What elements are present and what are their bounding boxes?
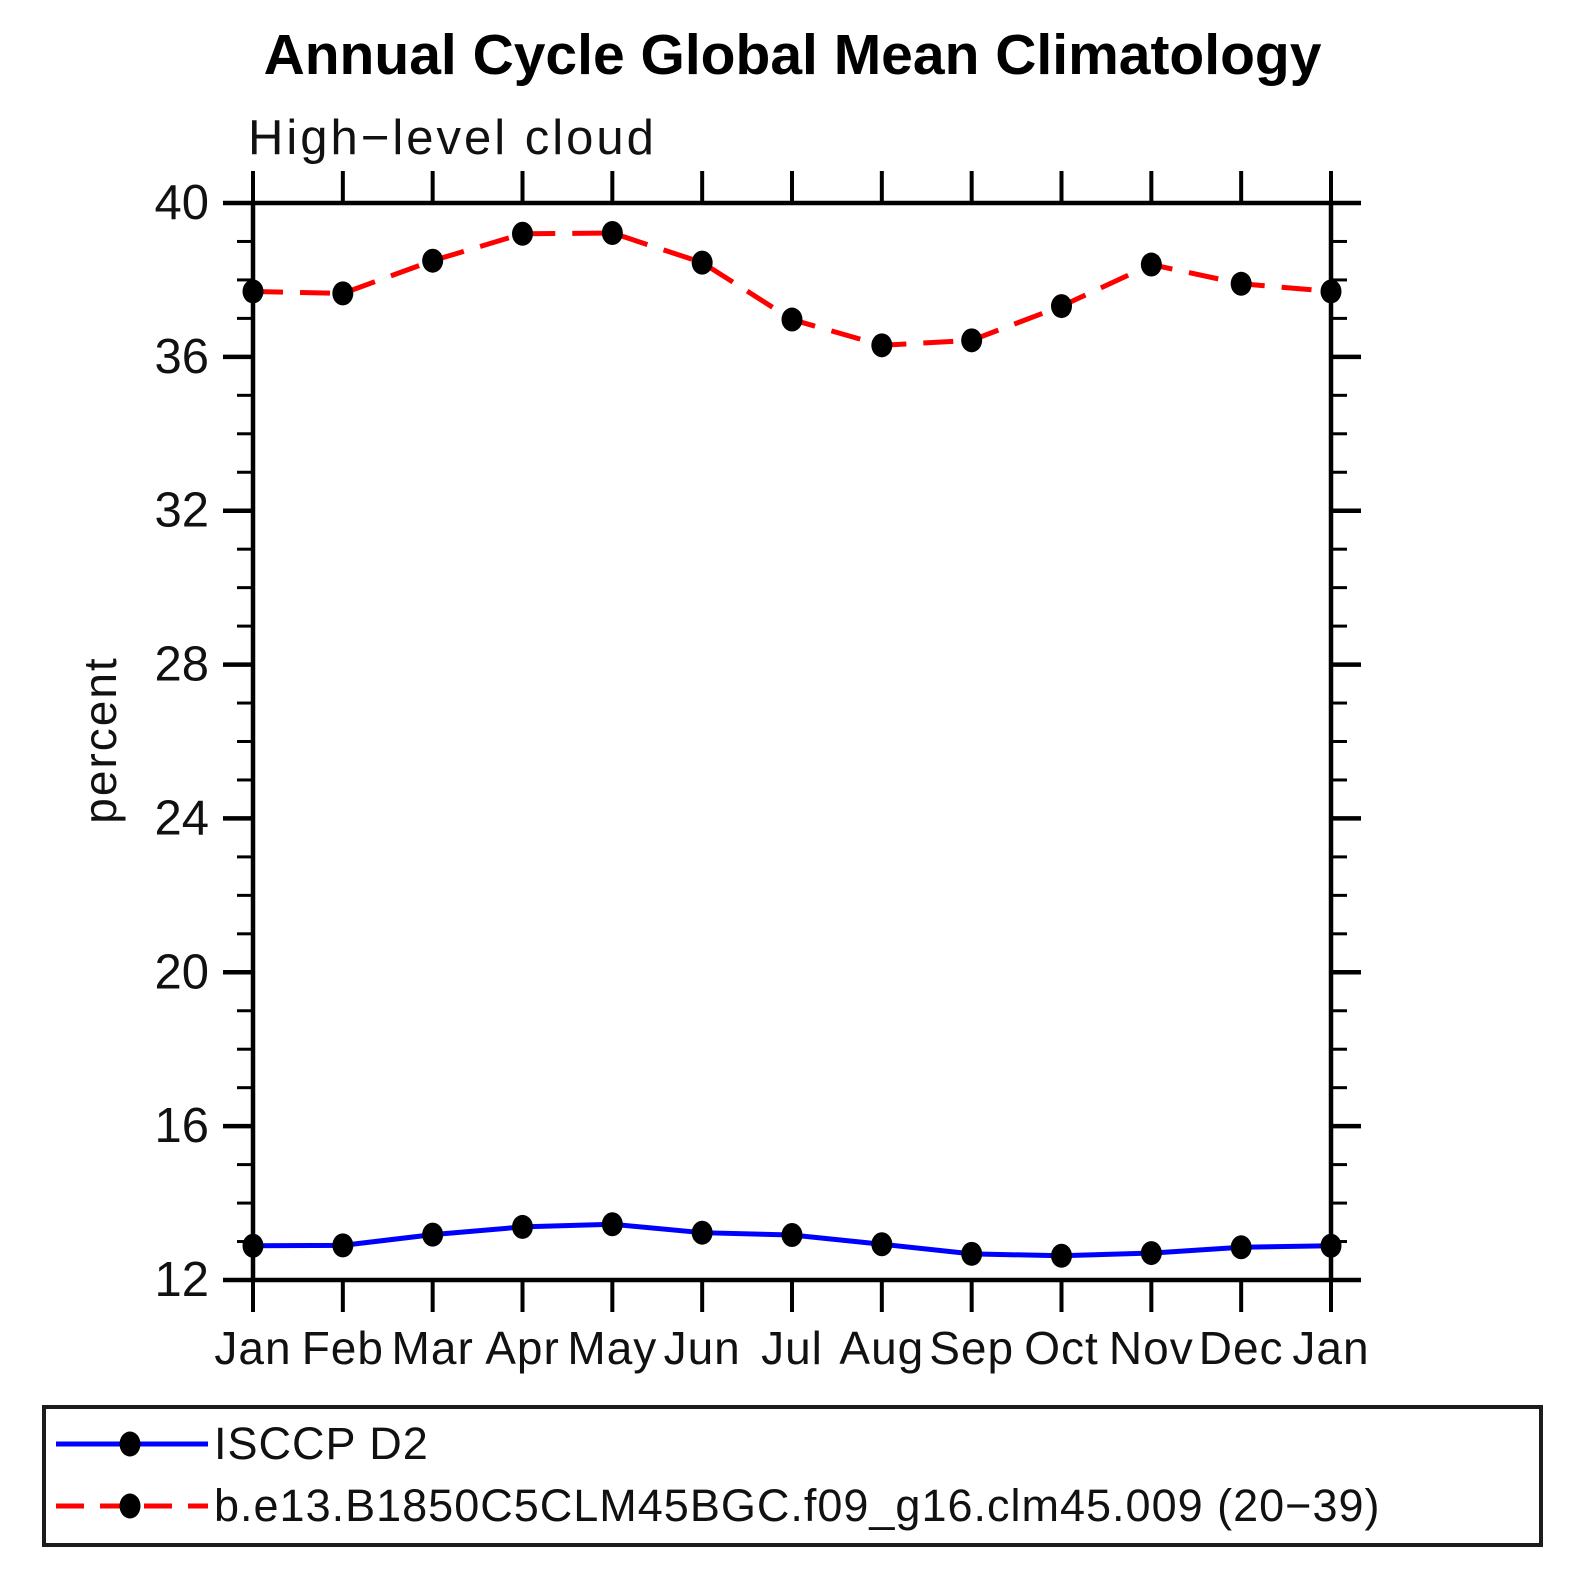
x-axis-tick-label: Apr (485, 1322, 560, 1374)
data-point (1140, 252, 1162, 277)
x-axis-tick-label: Jan (1292, 1322, 1369, 1374)
data-point (1230, 271, 1252, 296)
data-point (422, 248, 444, 273)
data-point (961, 1241, 983, 1266)
plot-frame (250, 200, 1334, 1283)
chart-title: Annual Cycle Global Mean Climatology (263, 23, 1322, 87)
data-point (601, 221, 623, 246)
data-point (512, 221, 533, 246)
x-axis-tick-label: Jun (664, 1322, 741, 1374)
legend-box: ISCCP D2 b.e13.B1850C5CLM45BGC.f09_g16.c… (42, 1405, 1543, 1547)
x-axis-tick-label: May (567, 1322, 657, 1374)
x-axis-tick-label: Sep (929, 1322, 1014, 1374)
data-point (871, 333, 893, 358)
data-point (1320, 279, 1342, 304)
legend-marker-model (56, 1493, 208, 1519)
x-axis-tick-label: Feb (302, 1322, 384, 1374)
data-point (691, 1220, 713, 1245)
chart-subtitle: High−level cloud (248, 111, 657, 165)
x-axis-tick-label: Nov (1109, 1322, 1194, 1374)
x-axis-tick-label: Jan (214, 1322, 291, 1374)
data-point (1320, 1233, 1342, 1258)
data-point (1051, 294, 1072, 319)
data-point (1230, 1235, 1252, 1260)
y-axis-tick-label: 12 (154, 1253, 209, 1307)
data-point (1051, 1243, 1072, 1268)
y-axis-tick-label: 36 (154, 330, 209, 384)
data-point (961, 328, 983, 353)
data-point (332, 281, 354, 306)
legend-label: b.e13.B1850C5CLM45BGC.f09_g16.clm45.009 … (214, 1480, 1381, 1531)
x-axis-tick-label: Oct (1024, 1322, 1099, 1374)
data-point (422, 1222, 444, 1247)
x-axis-tick-label: Dec (1199, 1322, 1284, 1374)
y-axis-tick-label: 32 (154, 484, 209, 538)
legend-marker-isccp-d2 (56, 1431, 208, 1457)
data-point (242, 1233, 264, 1258)
data-point (601, 1212, 623, 1237)
data-point (691, 250, 713, 275)
data-point (242, 279, 264, 304)
x-axis-tick-label: Mar (392, 1322, 474, 1374)
data-point (512, 1214, 533, 1239)
legend-item-isccp-d2: ISCCP D2 (46, 1413, 1539, 1475)
x-axis-tick-label: Aug (839, 1322, 924, 1374)
legend-dot-icon (119, 1431, 141, 1457)
y-axis-tick-label: 24 (154, 791, 209, 845)
legend-label: ISCCP D2 (214, 1418, 429, 1469)
data-point (332, 1233, 354, 1258)
x-axis-tick-label: Jul (761, 1322, 823, 1374)
data-point (871, 1232, 893, 1257)
y-axis-tick-label: 40 (154, 176, 209, 230)
data-point (781, 1222, 803, 1247)
y-axis-tick-label: 16 (154, 1099, 209, 1153)
y-axis-tick-label: 28 (154, 638, 209, 692)
y-axis-tick-label: 20 (154, 945, 209, 999)
legend-item-model: b.e13.B1850C5CLM45BGC.f09_g16.clm45.009 … (46, 1475, 1539, 1537)
data-point (1140, 1241, 1162, 1266)
legend-dot-icon (119, 1493, 141, 1519)
data-point (781, 307, 803, 332)
